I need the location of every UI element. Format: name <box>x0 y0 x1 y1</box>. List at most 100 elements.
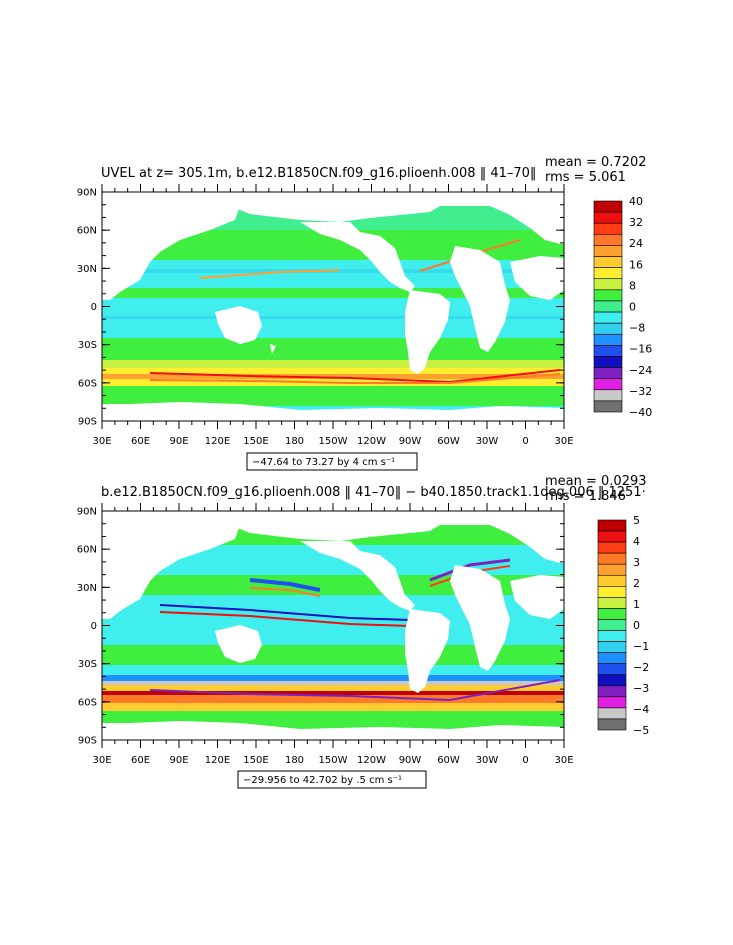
panel-2-range-label: −29.956 to 42.702 by .5 cm s⁻¹ <box>243 775 402 786</box>
colorbar-label: 5 <box>633 514 640 527</box>
colorbar-label: 0 <box>629 301 636 314</box>
lon-label: 90E <box>169 755 188 766</box>
colorbar-swatch <box>593 400 623 413</box>
lat-label: 0 <box>91 302 97 313</box>
colorbar-swatch <box>593 356 623 368</box>
colorbar-swatch <box>593 311 623 324</box>
colorbar-swatch <box>593 256 623 268</box>
lon-label: 0 <box>522 436 528 447</box>
lon-label: 120E <box>205 755 230 766</box>
panel-1-range-box <box>246 452 418 471</box>
colorbar-swatch <box>593 378 623 391</box>
colorbar-label: 3 <box>633 556 640 569</box>
lat-label: 90N <box>77 507 97 518</box>
colorbar-label: 40 <box>629 195 643 208</box>
lon-label: 60W <box>437 755 460 766</box>
panel-1-title: UVEL at z= 305.1m, b.e12.B1850CN.f09_g16… <box>101 166 536 181</box>
colorbar-label: −8 <box>629 322 645 335</box>
panel-2-ticks: 90N 60N 30N 0 30S 60S 90S 30E 60E 90E 120E 150E 180 1… <box>77 503 574 766</box>
lon-label: 90E <box>169 436 188 447</box>
lon-label: 150W <box>319 436 348 447</box>
colorbar-swatch <box>597 530 627 543</box>
lat-label: 90S <box>78 736 97 747</box>
colorbar-swatch <box>597 597 627 609</box>
lon-label: 90W <box>399 755 422 766</box>
colorbar-swatch <box>597 552 627 565</box>
lon-label: 150E <box>243 436 268 447</box>
panel-1-colorbar: 40 32 24 16 8 0 −8 −16 −24 −32 −40 <box>593 195 652 419</box>
lat-label: 30N <box>77 264 97 275</box>
lat-label: 90S <box>78 417 97 428</box>
lon-label: 60E <box>131 755 150 766</box>
colorbar-swatch <box>593 200 623 213</box>
lat-label: 30N <box>77 583 97 594</box>
colorbar-swatch <box>597 619 627 631</box>
panel-2-mean: mean = 0.0293 <box>545 474 647 489</box>
panel-2-map-field <box>102 511 564 740</box>
colorbar-swatch <box>593 333 623 346</box>
colorbar-label: −1 <box>633 640 649 653</box>
lon-label: 120W <box>357 755 386 766</box>
colorbar-label: 2 <box>633 577 640 590</box>
colorbar-swatch <box>597 663 627 676</box>
lon-label: 30E <box>554 755 573 766</box>
lon-label: 150W <box>319 755 348 766</box>
lon-label: 30E <box>92 436 111 447</box>
lon-label: 90W <box>399 436 422 447</box>
colorbar-label: −4 <box>633 703 649 716</box>
colorbar-swatch <box>597 608 627 620</box>
colorbar-swatch <box>593 389 623 402</box>
lon-label: 60E <box>131 436 150 447</box>
lon-label: 30E <box>554 436 573 447</box>
colorbar-swatch <box>593 300 623 313</box>
colorbar-swatch <box>597 574 627 587</box>
panel-2-range-box <box>237 770 427 789</box>
panel-2-rms: rms = 1.846 <box>545 489 626 504</box>
lat-label: 30S <box>78 659 97 670</box>
lat-label: 60N <box>77 545 97 556</box>
colorbar-swatch <box>597 519 627 532</box>
lon-label: 30W <box>476 755 499 766</box>
colorbar-label: 1 <box>633 598 640 611</box>
panel-1: UVEL at z= 305.1m, b.e12.B1850CN.f09_g16… <box>77 155 652 471</box>
colorbar-label: 8 <box>629 279 636 292</box>
colorbar-label: −40 <box>629 406 652 419</box>
colorbar-swatch <box>597 541 627 554</box>
lon-label: 180 <box>285 755 304 766</box>
colorbar-label: 4 <box>633 535 640 548</box>
lon-label: 60W <box>437 436 460 447</box>
colorbar-label: −3 <box>633 682 649 695</box>
panel-1-mean: mean = 0.7202 <box>545 155 647 170</box>
lon-label: 30E <box>92 755 111 766</box>
colorbar-swatch <box>597 586 627 598</box>
colorbar-swatch <box>593 278 623 291</box>
lon-label: 180 <box>285 436 304 447</box>
colorbar-swatch <box>593 267 623 280</box>
lon-label: 30W <box>476 436 499 447</box>
colorbar-label: 32 <box>629 216 643 229</box>
colorbar-label: 24 <box>629 237 643 250</box>
colorbar-label: −5 <box>633 724 649 737</box>
lon-label: 120W <box>357 436 386 447</box>
colorbar-swatch <box>597 707 627 720</box>
colorbar-swatch <box>593 234 623 246</box>
colorbar-swatch <box>593 211 623 224</box>
colorbar-swatch <box>593 222 623 235</box>
panel-2: b.e12.B1850CN.f09_g16.plioenh.008 ‖ 41–7… <box>77 474 649 789</box>
colorbar-label: 16 <box>629 258 643 271</box>
lat-label: 60S <box>78 378 97 389</box>
panel-1-map-field <box>102 192 564 421</box>
colorbar-label: 0 <box>633 619 640 632</box>
panel-2-colorbar: 5 4 3 2 1 0 −1 −2 −3 −4 −5 <box>597 514 649 737</box>
colorbar-label: −2 <box>633 661 649 674</box>
colorbar-label: −24 <box>629 364 652 377</box>
colorbar-swatch <box>593 345 623 357</box>
colorbar-label: −16 <box>629 343 652 356</box>
colorbar-swatch <box>597 630 627 642</box>
lat-label: 60N <box>77 226 97 237</box>
colorbar-swatch <box>597 652 627 664</box>
lat-label: 90N <box>77 188 97 199</box>
lon-label: 150E <box>243 755 268 766</box>
lon-label: 120E <box>205 436 230 447</box>
